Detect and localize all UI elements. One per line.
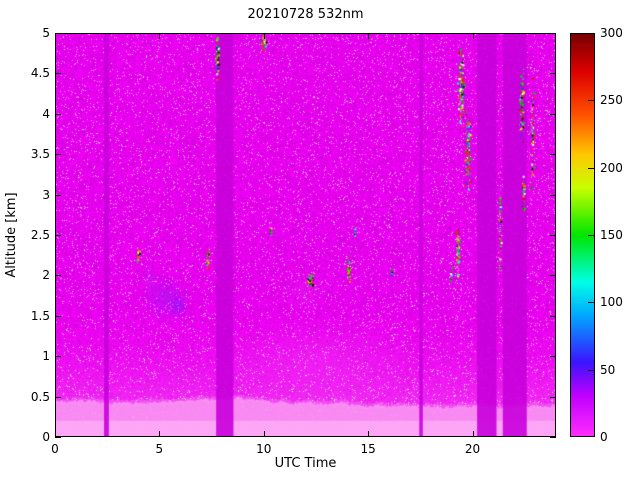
x-axis-label: UTC Time (274, 456, 337, 471)
y-tick-label: 2.5 (30, 228, 50, 242)
y-tick-mark (55, 33, 61, 34)
x-tick-mark (55, 431, 56, 437)
x-tick-label: 15 (360, 442, 376, 456)
x-tick-mark-top (55, 33, 56, 39)
colorbar-tick-mark (588, 436, 594, 437)
y-tick-mark-right (550, 113, 556, 115)
y-tick-mark-right (550, 154, 556, 156)
y-tick-mark-right (550, 396, 556, 398)
heatmap-canvas (55, 33, 556, 437)
y-tick-mark (55, 194, 61, 196)
x-tick-mark-top (159, 33, 161, 39)
y-tick-mark-right (550, 356, 556, 358)
colorbar-tick-mark (588, 33, 594, 34)
y-tick-mark (55, 235, 61, 236)
y-tick-mark (55, 315, 61, 317)
y-tick-mark (55, 73, 61, 75)
colorbar-tick-label: 300 (600, 26, 623, 40)
colorbar-tick-mark (588, 302, 594, 304)
x-tick-mark (263, 431, 265, 437)
colorbar-tick-mark (588, 369, 594, 371)
y-tick-mark-right (550, 315, 556, 317)
x-tick-mark (159, 431, 161, 437)
x-tick-mark-top (472, 33, 474, 39)
y-tick-mark (55, 356, 61, 358)
y-tick-label: 2 (42, 268, 50, 283)
colorbar-tick-label: 50 (600, 362, 616, 377)
colorbar-tick-mark (588, 167, 594, 169)
y-tick-label: 1.5 (30, 308, 50, 323)
colorbar-tick-label: 150 (600, 228, 623, 242)
x-tick-label: 0 (51, 442, 59, 456)
y-tick-mark-right (550, 275, 556, 277)
y-tick-label: 3.5 (30, 147, 50, 162)
colorbar-tick-label: 0 (600, 430, 608, 444)
y-tick-label: 3 (42, 187, 50, 202)
x-tick-label: 20 (464, 442, 481, 456)
x-tick-mark (472, 431, 474, 437)
y-tick-mark-right (550, 437, 556, 438)
y-tick-label: 5 (42, 26, 50, 40)
y-tick-label: 0.5 (30, 389, 50, 404)
colorbar-canvas (571, 34, 594, 436)
y-tick-label: 1 (42, 349, 50, 364)
colorbar-tick-label: 250 (600, 93, 623, 108)
x-tick-label: 5 (155, 442, 164, 456)
colorbar-tick-mark (588, 100, 594, 102)
x-tick-label: 10 (256, 442, 272, 456)
y-tick-label: 4.5 (30, 66, 50, 81)
y-tick-mark-right (550, 33, 556, 34)
y-tick-mark (55, 154, 61, 156)
y-tick-mark (55, 113, 61, 115)
colorbar-tick-label: 100 (600, 295, 623, 310)
x-tick-mark-top (263, 33, 265, 39)
y-tick-label: 0 (42, 430, 50, 444)
y-tick-mark-right (550, 235, 556, 236)
y-tick-mark (55, 437, 61, 438)
colorbar-frame (570, 33, 595, 437)
y-tick-mark-right (550, 73, 556, 75)
x-tick-mark-top (368, 33, 370, 39)
y-tick-mark (55, 396, 61, 398)
y-tick-label: 4 (42, 106, 50, 121)
x-tick-mark (368, 431, 370, 437)
chart-title: 20210728 532nm (247, 7, 364, 22)
colorbar-tick-mark (588, 235, 594, 236)
colorbar-tick-label: 200 (600, 160, 623, 175)
y-tick-mark (55, 275, 61, 277)
y-tick-mark-right (550, 194, 556, 196)
